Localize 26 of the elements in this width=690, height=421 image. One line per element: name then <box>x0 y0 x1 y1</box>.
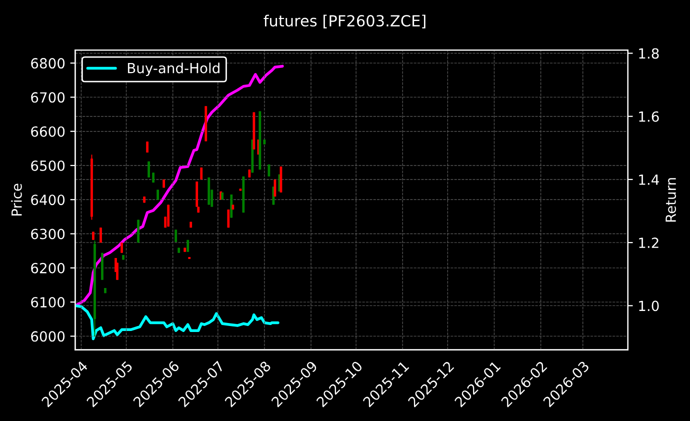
legend-label: Buy-and-Hold <box>128 62 220 76</box>
y-tick-label: 6300 <box>31 228 65 240</box>
y2-tick-label: 1.2 <box>639 238 658 248</box>
candlestick <box>148 160 150 178</box>
y-tick-label: 6200 <box>31 262 65 274</box>
candlestick <box>120 242 123 254</box>
y2-tick-label: 1.8 <box>639 48 659 59</box>
y-tick-label: 6500 <box>31 160 65 171</box>
candlestick <box>200 167 203 180</box>
candlestick <box>100 227 102 244</box>
y-axis-title: Price <box>11 184 22 216</box>
line-series <box>75 304 280 340</box>
y2-tick-label: 1.6 <box>639 111 659 122</box>
y2-tick-label: 1.0 <box>639 300 659 312</box>
chart-title: futures [PF2603.ZCE] <box>264 14 426 28</box>
y-tick-label: 6800 <box>31 58 65 69</box>
line-series <box>75 64 284 308</box>
y-tick-label: 6100 <box>31 297 65 308</box>
y-tick-label: 6400 <box>31 194 65 206</box>
candlestick <box>174 229 178 242</box>
y2-tick-label: 1.4 <box>639 174 659 185</box>
y-tick-label: 6600 <box>31 126 65 137</box>
y2-axis-title: Return <box>666 178 676 222</box>
y-tick-label: 6000 <box>31 331 65 342</box>
y-tick-label: 6700 <box>31 92 65 103</box>
candlestick <box>227 209 230 228</box>
